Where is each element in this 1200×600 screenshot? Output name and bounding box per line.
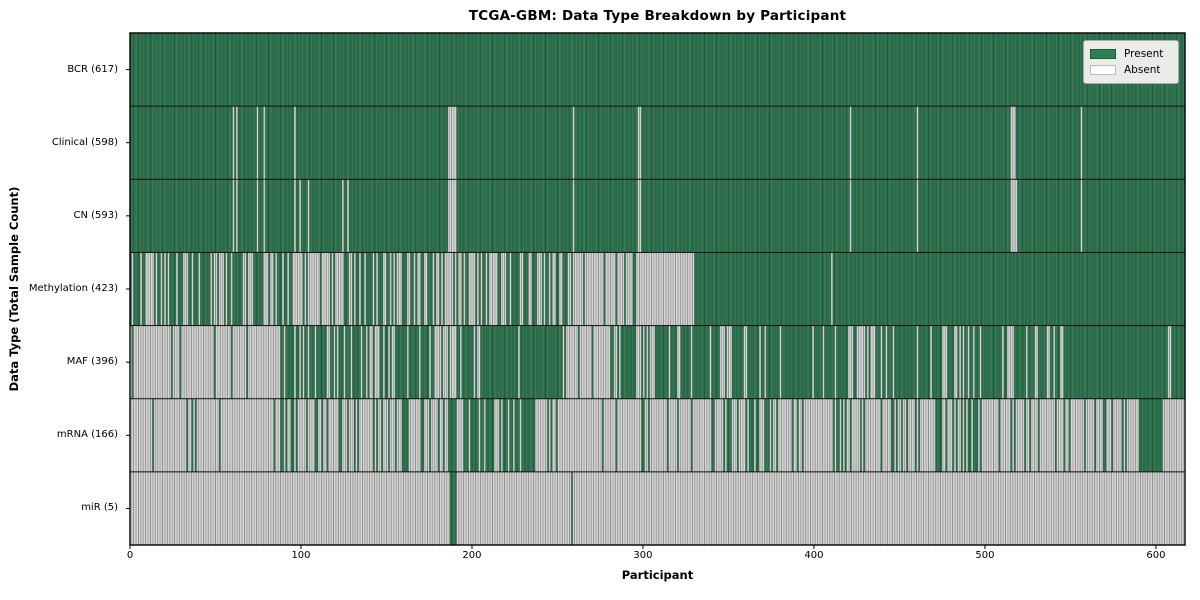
xtick-label-100: 100 (291, 550, 311, 561)
xtick-label-600: 600 (1146, 550, 1166, 561)
ytick-label-Clinical: Clinical (598) (51, 136, 118, 148)
ytick-label-Methylation: Methylation (423) (28, 283, 118, 294)
legend-label-present: Present (1124, 48, 1164, 60)
ytick-label-miR: miR (5) (81, 502, 118, 514)
legend-entry-absent: Absent (1090, 62, 1171, 78)
legend-entry-present: Present (1090, 46, 1171, 62)
ytick-label-BCR: BCR (617) (67, 63, 118, 75)
ytick-label-mRNA: mRNA (166) (56, 429, 118, 441)
xtick-label-200: 200 (462, 550, 482, 561)
legend-label-absent: Absent (1124, 64, 1161, 76)
absent-swatch-icon (1090, 65, 1116, 75)
xtick-label-300: 300 (633, 550, 653, 561)
xtick-label-0: 0 (126, 550, 134, 561)
x-axis-label: Participant (621, 568, 694, 582)
present-swatch-icon (1090, 49, 1116, 59)
ytick-label-MAF: MAF (396) (66, 356, 118, 368)
ytick-label-CN: CN (593) (73, 209, 118, 221)
xtick-label-400: 400 (804, 550, 824, 561)
xtick-label-500: 500 (975, 550, 995, 561)
chart-title: TCGA-GBM: Data Type Breakdown by Partici… (468, 8, 847, 24)
legend: Present Absent (1083, 40, 1179, 84)
